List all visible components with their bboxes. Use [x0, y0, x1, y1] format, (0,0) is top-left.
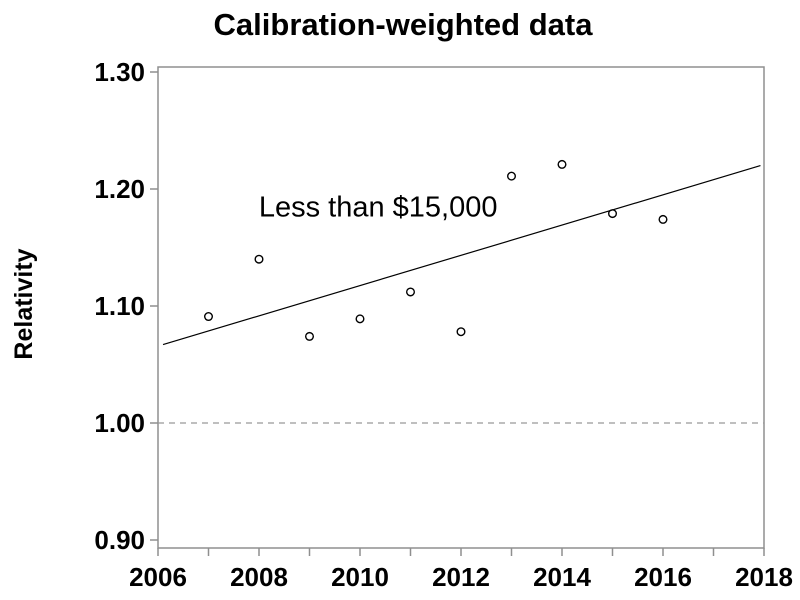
data-point	[557, 159, 567, 169]
trend-line	[162, 165, 761, 346]
x-tick-label: 2014	[533, 562, 591, 592]
x-tick-label: 2012	[432, 562, 490, 592]
x-tick-label: 2016	[634, 562, 692, 592]
y-tick-label: 0.90	[94, 525, 145, 555]
data-point	[456, 327, 466, 337]
data-point	[254, 254, 264, 264]
x-tick-label: 2018	[735, 562, 793, 592]
data-point	[355, 314, 365, 324]
y-tick-label: 1.30	[94, 57, 145, 87]
chart-title: Calibration-weighted data	[214, 7, 594, 42]
annotation-label: Less than $15,000	[259, 192, 498, 224]
data-point	[406, 287, 416, 297]
plot-frame	[157, 66, 765, 549]
data-point	[203, 312, 213, 322]
x-tick-label: 2008	[230, 562, 288, 592]
x-tick-label: 2010	[331, 562, 389, 592]
y-tick-label: 1.00	[94, 408, 145, 438]
y-tick-label: 1.10	[94, 291, 145, 321]
data-point	[658, 214, 668, 224]
data-point	[305, 331, 315, 341]
y-axis-label: Relativity	[10, 248, 38, 359]
data-point	[507, 171, 517, 181]
y-tick-label: 1.20	[94, 174, 145, 204]
x-tick-label: 2006	[129, 562, 187, 592]
